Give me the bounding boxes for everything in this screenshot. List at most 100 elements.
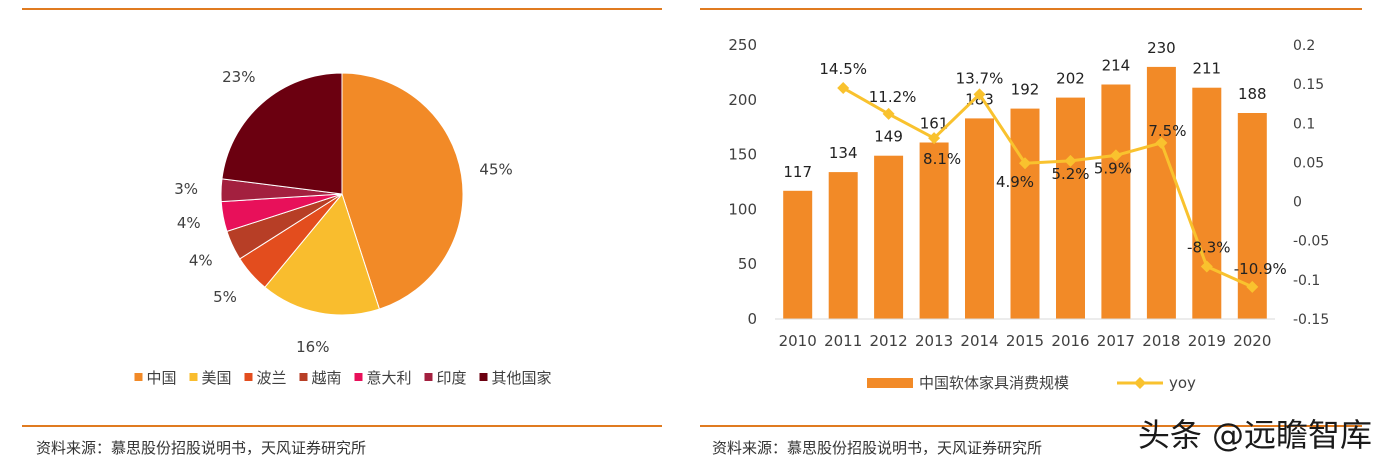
pie-legend-label: 美国 [202,369,232,387]
pie-legend-label: 印度 [437,369,467,387]
y-left-tick-label: 200 [728,91,757,109]
y-right-tick-label: -0.05 [1293,234,1329,250]
bar-2010 [783,190,813,319]
x-tick-label: 2016 [1051,332,1089,350]
pie-legend-marker [299,373,308,381]
x-tick-label: 2017 [1097,332,1135,350]
bar-value-label: 202 [1056,70,1085,88]
pie-slice-1 [341,72,464,310]
left-bottom-rule [22,425,662,427]
bar-2011 [828,172,858,319]
watermark: 头条 @远瞻智库 [1137,416,1372,454]
x-tick-label: 2012 [870,332,908,350]
pie-legend-marker [424,373,433,381]
x-tick-label: 2018 [1142,332,1180,350]
bar-value-label: 230 [1147,39,1176,57]
pie-legend-marker [189,373,198,381]
yoy-value-label: -8.3% [1187,239,1231,257]
bar-2013 [919,142,949,319]
x-tick-label: 2013 [915,332,953,350]
right-source-note: 资料来源：慕思股份招股说明书，天风证券研究所 [712,439,1043,457]
pie-slice-7 [221,72,343,195]
y-left-tick-label: 100 [728,200,757,218]
y-right-tick-label: 0.05 [1293,155,1324,171]
pie-legend-marker [244,373,253,381]
bar-value-label: 149 [874,128,903,146]
yoy-value-label: 14.5% [819,60,867,78]
pie-data-label: 45% [479,161,512,179]
pie-legend-label: 越南 [312,369,342,387]
legend-bar-marker [867,378,913,388]
legend-line-point [1134,377,1146,389]
pie-data-label: 4% [177,214,201,232]
y-right-tick-label: 0.15 [1293,77,1324,93]
yoy-value-label: 5.9% [1094,159,1132,177]
yoy-value-label: 5.2% [1051,165,1089,183]
yoy-point [928,132,941,145]
pie-legend-label: 其他国家 [492,369,552,387]
left-source-note: 资料来源：慕思股份招股说明书，天风证券研究所 [36,439,367,457]
right-top-rule [700,8,1362,10]
x-tick-label: 2015 [1006,332,1044,350]
yoy-value-label: 11.2% [869,88,917,106]
yoy-point [882,107,895,120]
pie-legend-marker [134,373,143,381]
bar-2019 [1192,87,1222,319]
yoy-point [1019,157,1031,170]
yoy-point [837,82,850,95]
bar-value-label: 192 [1011,81,1040,99]
pie-legend-label: 波兰 [257,369,287,387]
yoy-point [1200,260,1213,273]
x-tick-label: 2019 [1188,332,1226,350]
pie-data-label: 5% [213,288,237,306]
pie-slice-2 [264,192,381,316]
yoy-value-label: 13.7% [956,69,1004,87]
x-tick-label: 2020 [1233,332,1271,350]
pie-legend-label: 中国 [147,369,177,387]
bar-value-label: 211 [1192,60,1221,78]
bar-value-label: 214 [1102,57,1131,75]
bar-2014 [965,118,994,320]
bar-value-label: 117 [783,163,812,181]
legend-line-label: yoy [1169,374,1196,392]
bar-2012 [874,155,904,319]
yoy-value-label: 4.9% [996,173,1034,191]
pie-legend-marker [354,373,363,381]
pie-data-label: 16% [296,338,329,356]
y-right-tick-label: -0.15 [1293,312,1329,328]
y-right-tick-label: 0.1 [1293,116,1315,132]
left-top-rule [22,8,662,10]
pie-chart: 45% 16% 5% 4% 4% 3% 23% 中国 美国 波兰 越南 意大利 印度 其他国家 [134,68,552,387]
y-left-tick-label: 150 [728,146,757,164]
y-left-tick-label: 250 [728,36,757,54]
x-tick-label: 2011 [824,332,862,350]
bar-2015 [1010,108,1040,319]
x-tick-label: 2010 [779,332,817,350]
yoy-line [842,86,1253,289]
yoy-value-label: 8.1% [923,150,961,168]
bar-2017 [1101,84,1131,319]
yoy-point [1246,280,1259,293]
legend-bar-label: 中国软体家具消费规模 [919,374,1069,392]
bar-line-chart: 0 50 100 150 200 250 -0.15 -0.1 -0.05 0 0.05 0.1 0.1… [728,36,1329,392]
yoy-point [1064,154,1077,167]
pie-data-label: 23% [222,68,255,86]
y-left-tick-label: 50 [738,255,757,273]
bar-value-label: 161 [920,115,949,133]
bar-2016 [1056,97,1085,319]
yoy-point [1109,149,1122,162]
bar-2018 [1146,66,1176,320]
yoy-value-label: -10.9% [1234,260,1287,278]
yoy-value-label: 7.5% [1148,122,1186,140]
x-tick-label: 2014 [960,332,998,350]
y-right-tick-label: 0.2 [1293,38,1315,54]
bar-value-label: 134 [829,144,858,162]
y-right-tick-label: -0.1 [1293,273,1320,289]
y-right-tick-label: 0 [1293,195,1302,211]
y-left-tick-label: 0 [747,310,757,328]
pie-legend-marker [479,373,488,381]
right-bottom-rule [700,425,1362,427]
pie-data-label: 3% [174,180,198,198]
pie-legend-label: 意大利 [367,369,412,387]
yoy-point [1155,136,1168,149]
